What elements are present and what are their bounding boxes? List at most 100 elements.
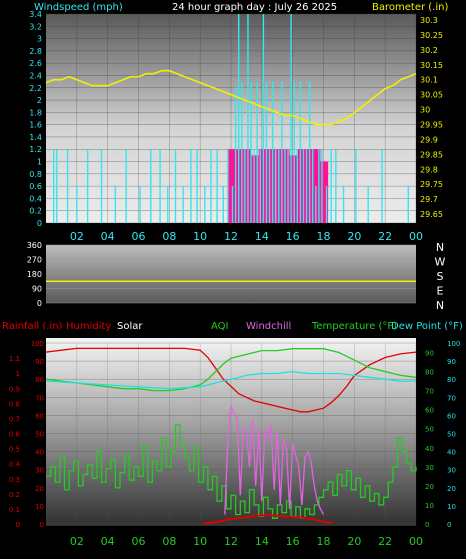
- dewpoint-tick-label: 30: [447, 467, 456, 475]
- barometer-axis-title: Barometer (.in): [372, 2, 448, 13]
- time-tick-label: 02: [70, 535, 84, 548]
- temperature-tick-label: 50: [425, 426, 434, 434]
- humidity-tick-label: 40: [35, 449, 44, 457]
- dewpoint-tick-label: 0: [447, 521, 451, 529]
- dewpoint-tick-label: 100: [447, 340, 460, 348]
- time-tick-label: 10: [193, 535, 207, 548]
- windspeed-tick-label: 2.4: [29, 71, 42, 80]
- humidity-tick-label: 60: [35, 412, 44, 420]
- time-tick-label: 12: [224, 535, 238, 548]
- barometer-tick-label: 30.05: [420, 91, 443, 100]
- time-tick-label: 06: [132, 230, 146, 243]
- barometer-tick-label: 30.1: [420, 76, 438, 85]
- temperature-tick-label: 80: [425, 369, 434, 377]
- rainfall-tick-label: 1: [16, 370, 20, 378]
- gust-bar: [251, 155, 259, 223]
- gust-bar: [274, 149, 282, 223]
- legend-rainfall: Rainfall (.in): [2, 321, 63, 332]
- compass-label: S: [437, 270, 444, 283]
- wind-baro-gridlines: [46, 13, 417, 224]
- wind-direction-tick-label: 360: [27, 241, 42, 250]
- windspeed-tick-label: 0.2: [29, 207, 42, 216]
- gust-bar: [281, 149, 290, 223]
- gust-series: [227, 149, 329, 223]
- humidity-tick-label: 30: [35, 467, 44, 475]
- wind-axis-title: Windspeed (mph): [34, 2, 123, 13]
- compass-label: W: [435, 256, 446, 269]
- temperature-tick-label: 20: [425, 483, 434, 491]
- rainfall-tick-label: 0.7: [9, 415, 20, 423]
- humidity-tick-label: 20: [35, 485, 44, 493]
- time-tick-label: 20: [347, 230, 361, 243]
- humidity-tick-label: 70: [35, 394, 44, 402]
- gust-bar: [320, 161, 329, 223]
- barometer-tick-label: 30.3: [420, 16, 438, 25]
- humidity-tick-labels: 0 10 20 30 40 50 60 70 80 90 100: [31, 340, 44, 529]
- time-tick-label: 02: [70, 230, 84, 243]
- time-tick-label: 18: [317, 535, 331, 548]
- time-tick-label: 18: [317, 230, 331, 243]
- time-tick-label: 08: [162, 535, 176, 548]
- windspeed-series: [53, 14, 409, 223]
- barometer-tick-label: 29.8: [420, 165, 438, 174]
- time-tick-label: 04: [101, 230, 115, 243]
- temperature-line: [45, 348, 417, 392]
- temperature-tick-label: 60: [425, 407, 434, 415]
- legend-dewpoint: Dew Point (°F): [391, 321, 463, 332]
- time-tick-label: 16: [286, 535, 300, 548]
- dewpoint-tick-label: 20: [447, 485, 456, 493]
- compass-label: N: [436, 299, 444, 312]
- rainfall-tick-label: 0.3: [9, 476, 20, 484]
- time-tick-label: 14: [255, 535, 269, 548]
- gust-bar: [289, 155, 298, 223]
- barometer-tick-label: 30: [420, 106, 430, 115]
- windspeed-tick-label: 0.4: [29, 194, 42, 203]
- time-tick-label: 20: [347, 535, 361, 548]
- time-tick-label: 16: [286, 230, 300, 243]
- windspeed-tick-label: 3.4: [29, 10, 42, 19]
- time-tick-label: 22: [378, 535, 392, 548]
- windspeed-tick-label: 1.8: [29, 108, 42, 117]
- windspeed-tick-label: 1.4: [29, 133, 42, 142]
- dewpoint-tick-label: 80: [447, 376, 456, 384]
- gust-bar: [243, 149, 252, 223]
- humidity-tick-label: 10: [35, 503, 44, 511]
- rainfall-tick-label: 0.1: [9, 506, 20, 514]
- barometer-tick-label: 29.7: [420, 195, 438, 204]
- dewpoint-line: [45, 370, 416, 390]
- temperature-tick-label: 40: [425, 445, 434, 453]
- temperature-tick-label: 90: [425, 350, 434, 358]
- rainfall-tick-label: 0.9: [9, 385, 20, 393]
- barometer-tick-label: 29.75: [420, 180, 443, 189]
- time-tick-label: 06: [132, 535, 146, 548]
- rainfall-tick-label: 0.6: [9, 431, 21, 439]
- time-tick-label: 14: [255, 230, 269, 243]
- aqi-line: [46, 424, 417, 519]
- barometer-line: [45, 69, 417, 126]
- windspeed-tick-label: 1.6: [29, 121, 42, 130]
- barometer-tick-label: 29.95: [420, 120, 443, 129]
- temperature-tick-label: 70: [425, 388, 434, 396]
- windspeed-tick-label: 2.2: [29, 84, 42, 93]
- windspeed-tick-label: 0: [37, 219, 42, 228]
- time-tick-label: 22: [378, 230, 392, 243]
- gust-bar: [227, 149, 236, 223]
- wind-direction-gridlines: [46, 244, 416, 304]
- wind-direction-tick-label: 90: [32, 285, 42, 294]
- compass-label: N: [436, 241, 444, 254]
- humidity-tick-label: 50: [35, 431, 44, 439]
- gust-bar: [297, 149, 305, 223]
- time-tick-label: 00: [409, 535, 423, 548]
- rainfall-tick-label: 0: [16, 521, 20, 529]
- time-tick-labels-top: 02 04 06 08 10 12 14 16 18 20 22 00: [70, 230, 423, 243]
- temperature-tick-label: 0: [425, 521, 429, 529]
- humidity-tick-label: 100: [31, 340, 44, 348]
- rainfall-tick-label: 0.2: [9, 491, 20, 499]
- wind-direction-tick-labels: 0 90 180 270 360: [27, 241, 42, 308]
- gust-bar: [305, 149, 313, 223]
- rainfall-tick-label: 0.5: [9, 446, 20, 454]
- barometer-tick-label: 30.25: [420, 31, 443, 40]
- windspeed-tick-label: 0.8: [29, 170, 42, 179]
- windspeed-tick-label: 1.2: [29, 145, 42, 154]
- temperature-tick-label: 10: [425, 502, 434, 510]
